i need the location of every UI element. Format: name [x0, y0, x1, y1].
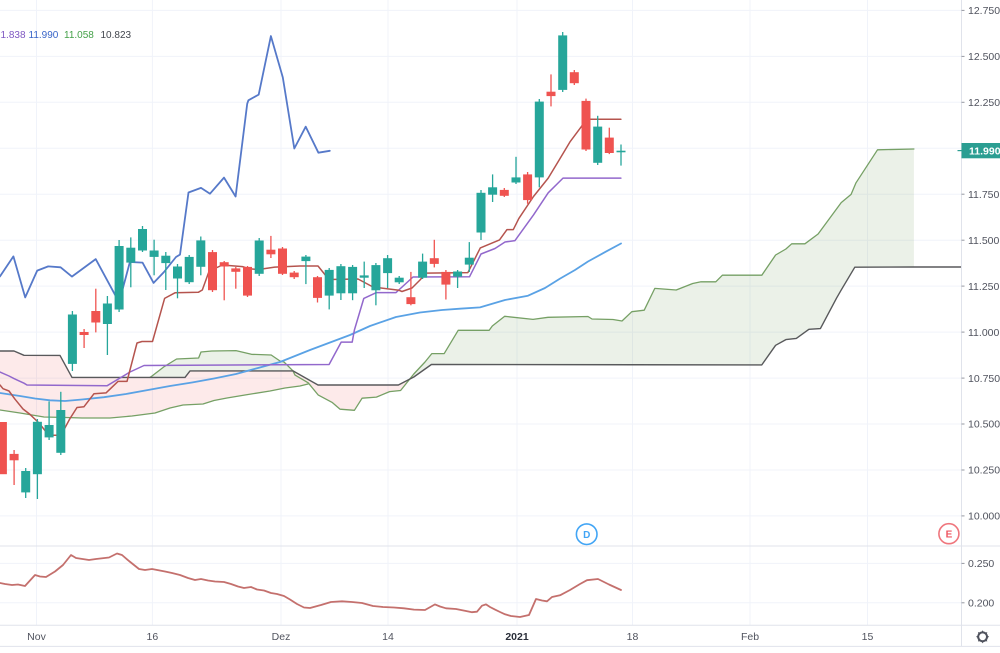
svg-text:11.058: 11.058 — [64, 30, 94, 41]
svg-text:1.838: 1.838 — [1, 30, 26, 41]
svg-text:2021: 2021 — [505, 631, 529, 643]
svg-text:0.250: 0.250 — [968, 558, 994, 570]
svg-text:11.750: 11.750 — [968, 189, 999, 201]
svg-text:11.000: 11.000 — [968, 327, 999, 339]
svg-text:0.200: 0.200 — [968, 598, 994, 610]
svg-text:11.990: 11.990 — [969, 146, 1000, 158]
svg-text:15: 15 — [862, 631, 874, 643]
svg-text:Dez: Dez — [272, 631, 291, 643]
svg-text:10.000: 10.000 — [968, 511, 1000, 523]
svg-text:10.250: 10.250 — [968, 465, 1000, 477]
svg-text:10.823: 10.823 — [101, 30, 132, 41]
svg-text:10.500: 10.500 — [968, 419, 1000, 431]
svg-text:Feb: Feb — [741, 631, 759, 643]
svg-text:14: 14 — [382, 631, 394, 643]
svg-text:D: D — [583, 530, 590, 541]
svg-text:11.500: 11.500 — [968, 235, 999, 247]
svg-text:11.250: 11.250 — [968, 281, 999, 293]
svg-text:16: 16 — [147, 631, 159, 643]
svg-text:10.750: 10.750 — [968, 373, 1000, 385]
svg-text:E: E — [946, 530, 953, 541]
svg-text:Nov: Nov — [27, 631, 46, 643]
svg-text:12.250: 12.250 — [968, 97, 1000, 109]
svg-text:12.750: 12.750 — [968, 5, 1000, 17]
svg-text:11.990: 11.990 — [29, 30, 59, 41]
svg-text:18: 18 — [627, 631, 639, 643]
svg-text:12.500: 12.500 — [968, 51, 1000, 63]
